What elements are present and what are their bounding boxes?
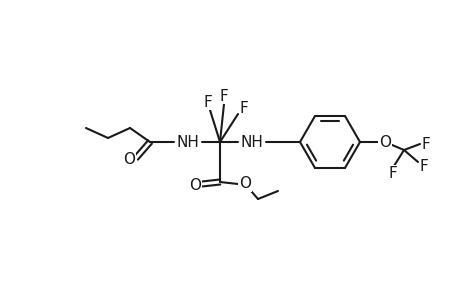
Text: F: F xyxy=(419,158,427,173)
Text: NH: NH xyxy=(176,134,199,149)
Text: F: F xyxy=(239,100,248,116)
Text: F: F xyxy=(203,94,212,110)
Text: O: O xyxy=(123,152,134,166)
Text: O: O xyxy=(239,176,251,191)
Text: O: O xyxy=(189,178,201,193)
Text: NH: NH xyxy=(240,134,263,149)
Text: F: F xyxy=(219,88,228,104)
Text: F: F xyxy=(388,166,397,181)
Text: O: O xyxy=(378,134,390,149)
Text: F: F xyxy=(421,136,430,152)
